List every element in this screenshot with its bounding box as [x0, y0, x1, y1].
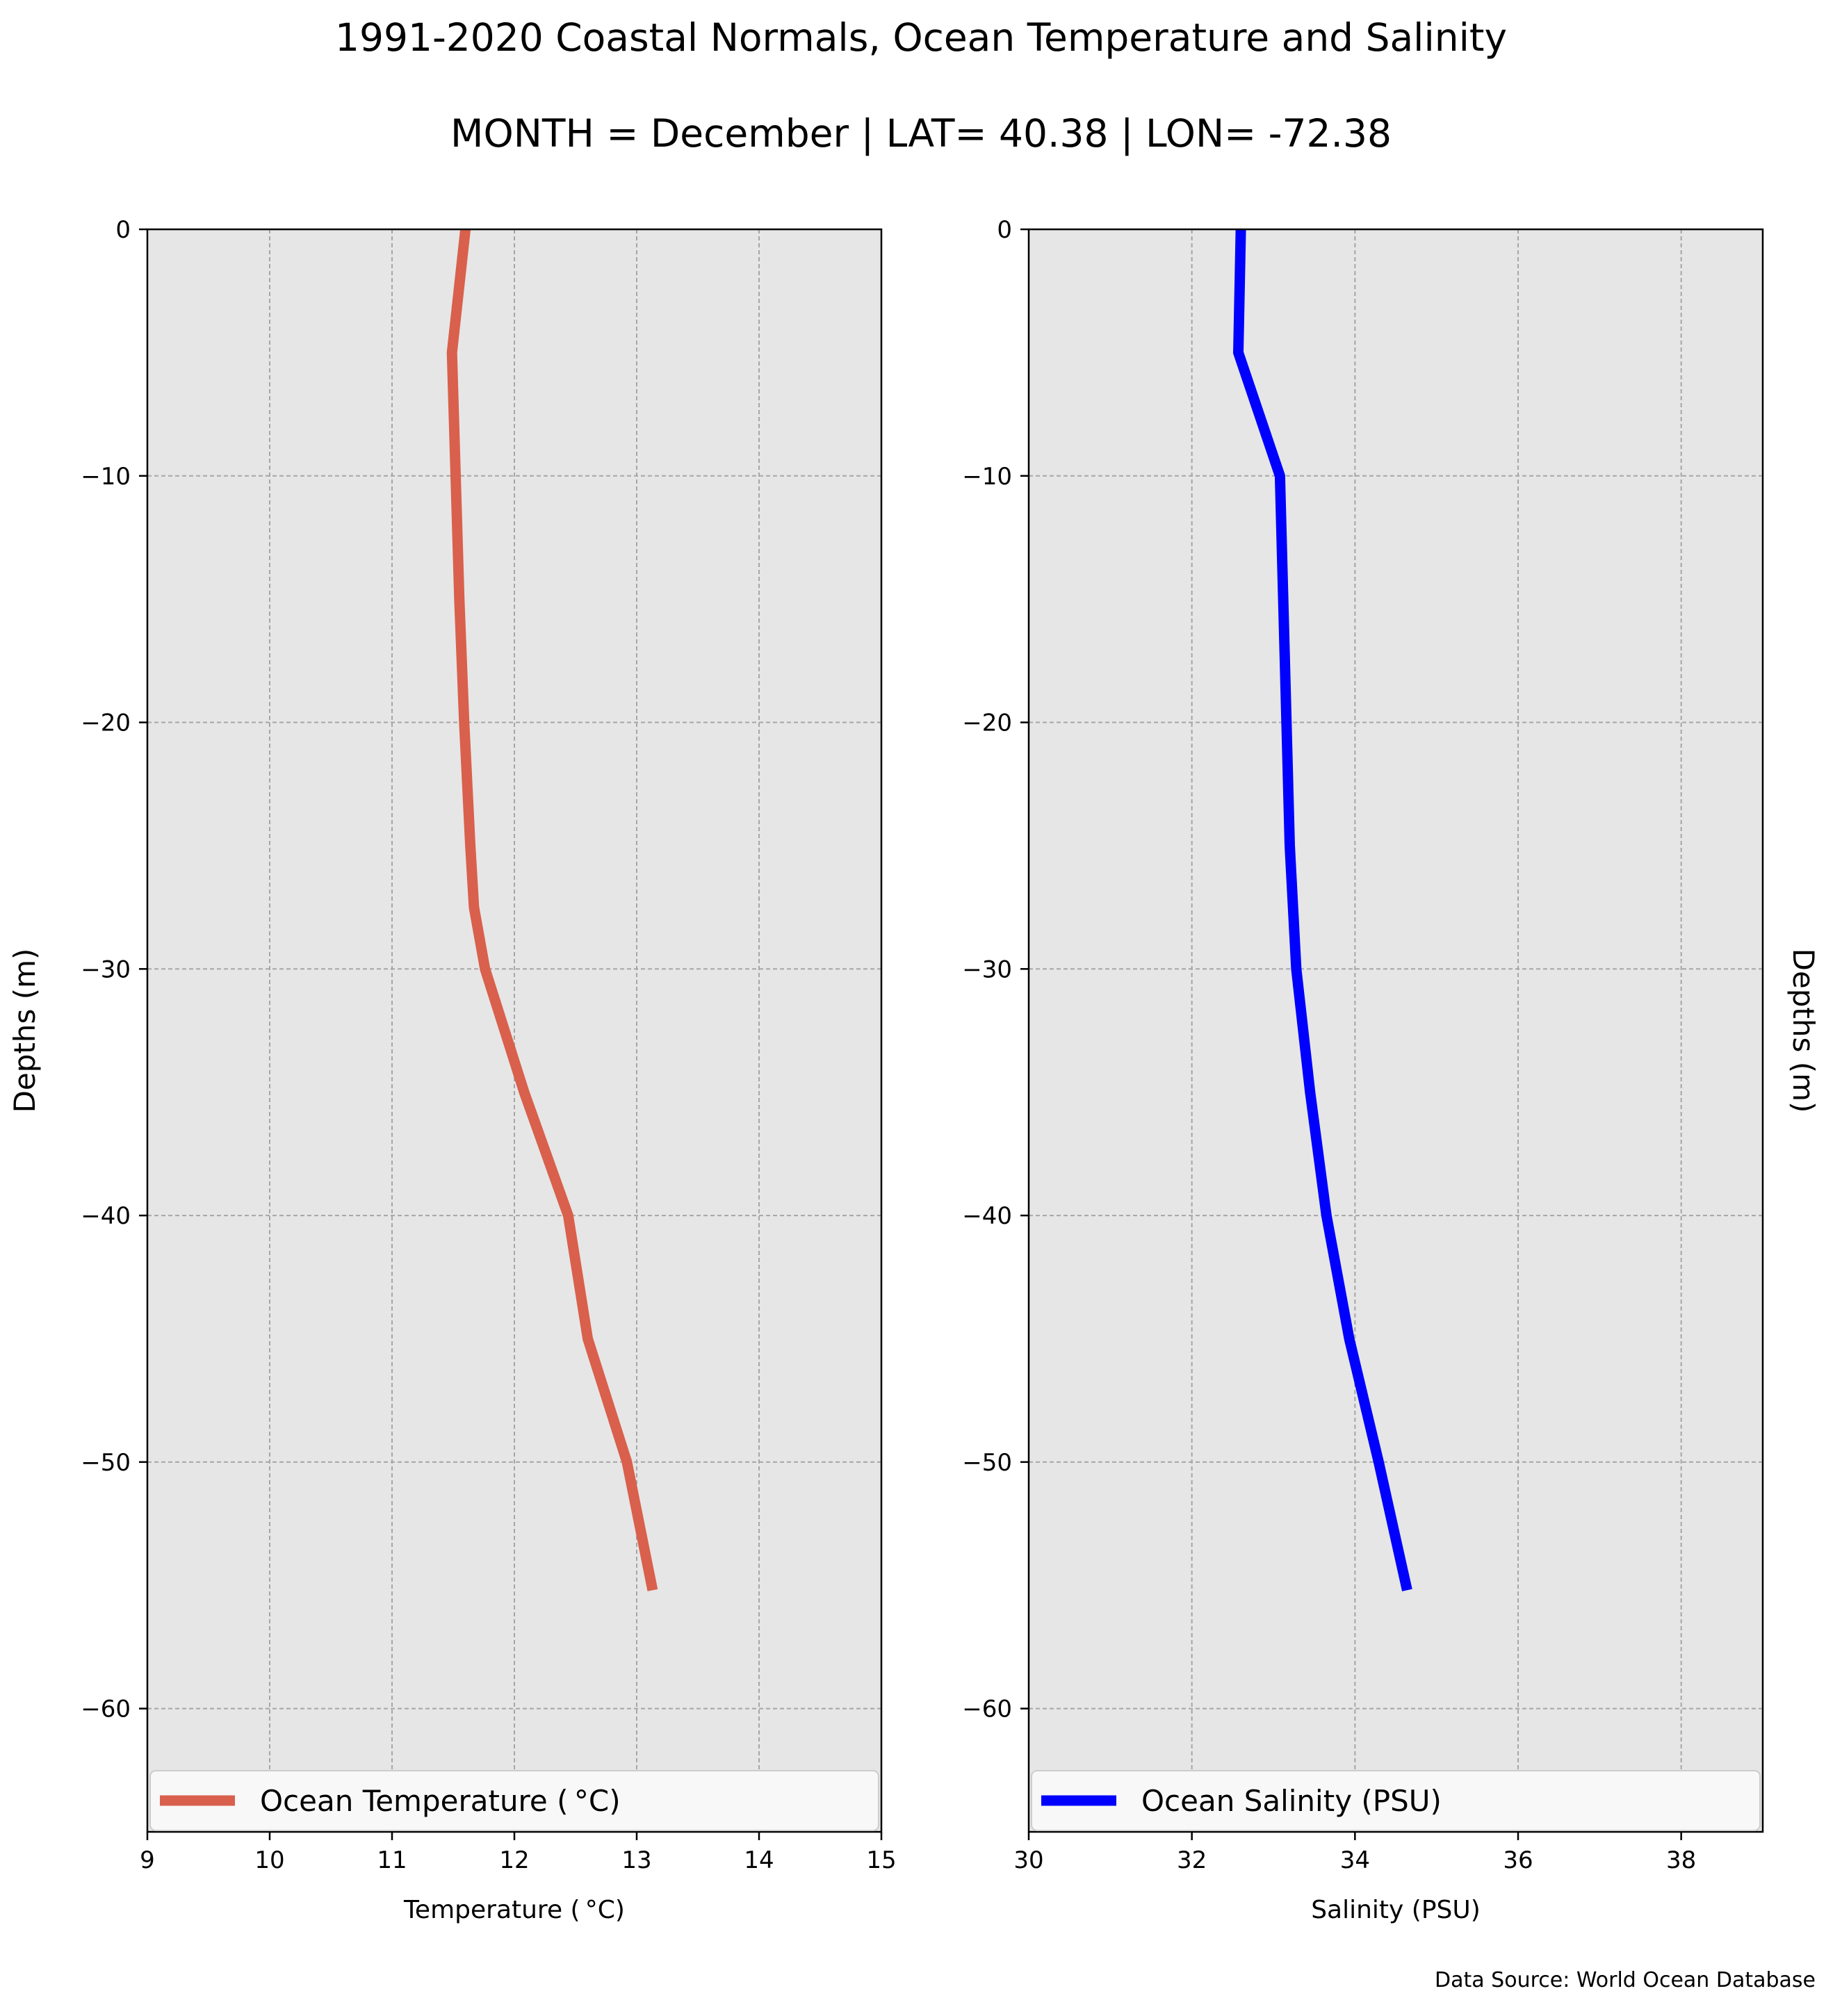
- x-tick-label: 9: [140, 1846, 155, 1874]
- y-tick-label: −20: [962, 710, 1012, 737]
- x-tick-label: 34: [1340, 1846, 1370, 1874]
- x-tick-label: 14: [744, 1846, 774, 1874]
- legend-label: Ocean Salinity (PSU): [1141, 1784, 1442, 1818]
- y-axis-label: Depths (m): [8, 949, 42, 1113]
- x-tick-label: 36: [1503, 1846, 1533, 1874]
- y-tick-label: 0: [115, 216, 131, 244]
- y-tick-label: −40: [962, 1202, 1012, 1230]
- x-tick-label: 30: [1013, 1846, 1043, 1874]
- y-tick-label: −10: [962, 463, 1012, 491]
- y-tick-label: −40: [81, 1202, 131, 1230]
- x-tick-label: 38: [1666, 1846, 1696, 1874]
- legend: Ocean Salinity (PSU): [1031, 1770, 1761, 1831]
- legend-label: Ocean Temperature ( °C): [260, 1784, 621, 1818]
- x-tick-label: 10: [254, 1846, 284, 1874]
- y-axis-label: Depths (m): [1786, 949, 1820, 1113]
- x-tick-label: 32: [1177, 1846, 1207, 1874]
- x-tick-label: 15: [866, 1846, 896, 1874]
- y-tick-label: −30: [962, 956, 1012, 983]
- x-axis-label: Salinity (PSU): [1311, 1896, 1481, 1924]
- y-tick-label: −60: [81, 1696, 131, 1723]
- data-source-note: Data Source: World Ocean Database: [1435, 1968, 1816, 1992]
- legend-box: [149, 1770, 879, 1831]
- plot-area: [1029, 229, 1763, 1832]
- y-tick-label: −10: [81, 463, 131, 491]
- y-tick-label: −60: [962, 1696, 1012, 1723]
- chart-panel-2: 30 32 34 36 38 0 −10 −20 −30 −40 −50 −60 Salinity (P…: [962, 216, 1820, 1924]
- series-line: [1232, 229, 1412, 1591]
- chart-title: 1991-2020 Coastal Normals, Ocean Tempera…: [334, 15, 1507, 60]
- legend: Ocean Temperature ( °C): [149, 1770, 879, 1831]
- y-tick-label: −50: [81, 1449, 131, 1477]
- x-tick-label: 12: [499, 1846, 529, 1874]
- chart-subtitle: MONTH = December | LAT= 40.38 | LON= -72…: [450, 111, 1392, 156]
- chart-panel-1: 9 10 11 12 13 14 15 0 −10 −20 −30 −40 −50 −60 Temperat…: [8, 216, 897, 1924]
- x-axis-label: Temperature ( °C): [403, 1896, 625, 1924]
- x-tick-label: 11: [377, 1846, 407, 1874]
- y-tick-label: −20: [81, 710, 131, 737]
- legend-box: [1031, 1770, 1761, 1831]
- y-tick-label: −50: [962, 1449, 1012, 1477]
- plot-frame: [1027, 228, 1764, 1833]
- y-tick-label: 0: [997, 216, 1012, 244]
- series-line: [446, 229, 658, 1591]
- x-tick-label: 13: [621, 1846, 651, 1874]
- y-tick-label: −30: [81, 956, 131, 983]
